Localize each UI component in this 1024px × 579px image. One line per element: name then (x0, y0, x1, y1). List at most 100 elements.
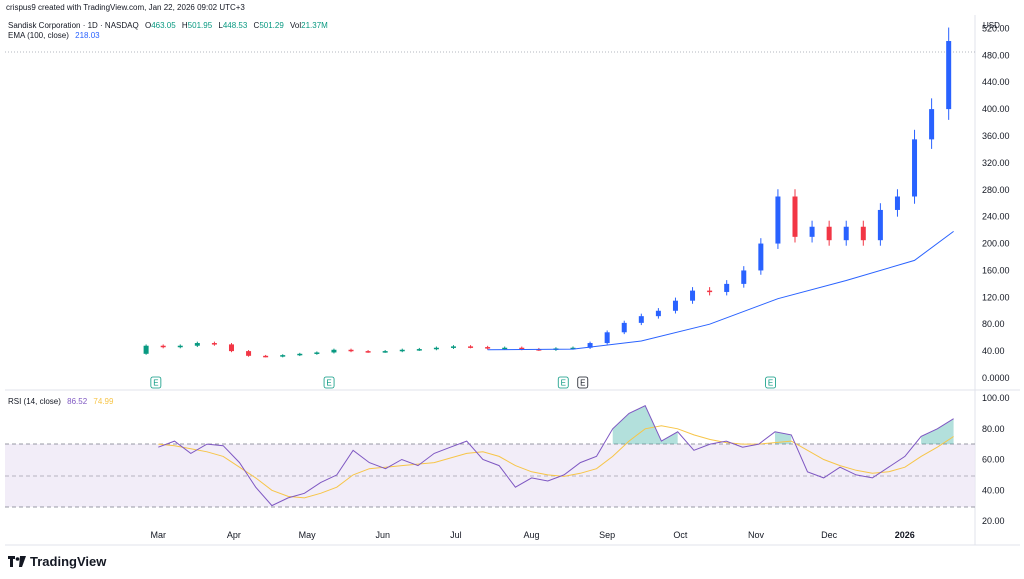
earnings-marker-label: E (580, 379, 585, 388)
candle-body (297, 353, 303, 356)
time-axis[interactable]: Mar Apr May Jun Jul Aug Sep Oct Nov Dec 2026 (151, 530, 915, 540)
candle-body (416, 349, 422, 351)
rsi-tick-label: 60.00 (982, 455, 1005, 465)
candle-body (194, 343, 200, 346)
candle-body (348, 349, 354, 352)
price-tick-label: 480.00 (982, 50, 1010, 60)
earnings-marker-label: E (326, 379, 331, 388)
time-tick-label: Dec (821, 530, 838, 540)
open-value: 463.05 (151, 21, 176, 30)
candle-body (502, 347, 508, 350)
candle-body (912, 139, 918, 197)
tradingview-logo-icon (8, 555, 26, 567)
rsi-ma-value: 74.99 (93, 397, 114, 406)
time-tick-label: Mar (151, 530, 167, 540)
ema-label: EMA (100, close) (8, 31, 69, 40)
candle-body (672, 300, 678, 311)
earnings-marker[interactable]: E (150, 376, 162, 389)
candle-body (160, 345, 166, 348)
candle-body (485, 347, 491, 349)
candle-body (177, 345, 183, 348)
symbol-legend[interactable]: Sandisk Corporation · 1D · NASDAQ O463.0… (8, 21, 328, 30)
price-tick-label: 160.00 (982, 265, 1010, 275)
earnings-marker[interactable]: E (557, 376, 569, 389)
rsi-axis[interactable]: 20.00 40.00 60.00 80.00 100.00 (982, 393, 1010, 526)
time-tick-label: May (299, 530, 317, 540)
candle-body (331, 349, 337, 353)
candle-body (263, 355, 269, 358)
candle-body (621, 322, 627, 333)
volume-value: 21.37M (301, 21, 328, 30)
low-value: 448.53 (222, 21, 248, 30)
earnings-marker[interactable]: E (577, 376, 589, 389)
candle-body (877, 209, 883, 241)
candle-body (399, 349, 405, 352)
currency-label: USD (983, 21, 1000, 30)
candle-body (587, 343, 593, 348)
candle-body (809, 226, 815, 237)
candle-body (433, 347, 439, 350)
candle-body (382, 351, 388, 353)
open-label: O (144, 21, 152, 30)
high-label: H (181, 21, 188, 30)
price-tick-label: 320.00 (982, 158, 1010, 168)
candle-body (741, 270, 747, 284)
rsi-tick-label: 80.00 (982, 424, 1005, 434)
candle-body (468, 346, 474, 348)
rsi-overbought-fill (612, 405, 954, 445)
price-tick-label: 240.00 (982, 212, 1010, 222)
candle-body (519, 347, 525, 350)
candle-body (775, 196, 781, 244)
rsi-value: 86.52 (67, 397, 88, 406)
price-tick-label: 80.00 (982, 319, 1005, 329)
candle-body (758, 243, 764, 271)
ema-legend[interactable]: EMA (100, close) 218.03 (8, 31, 100, 40)
candle-body (143, 345, 149, 354)
high-value: 501.95 (187, 21, 213, 30)
time-tick-label: Nov (748, 530, 765, 540)
earnings-marker[interactable]: E (765, 376, 777, 389)
candle-body (228, 344, 234, 352)
ema-line (487, 230, 954, 351)
rsi-line (158, 405, 954, 507)
earnings-marker[interactable]: E (323, 376, 335, 389)
candle-body (826, 226, 832, 241)
candle-body (314, 352, 320, 354)
brand-name: TradingView (30, 554, 107, 569)
volume-label: Vol (290, 21, 302, 30)
time-tick-label: Aug (524, 530, 540, 540)
low-label: L (218, 21, 223, 30)
rsi-tick-label: 20.00 (982, 516, 1005, 526)
candle-body (860, 226, 866, 241)
candle-body (604, 332, 610, 344)
price-tick-label: 360.00 (982, 131, 1010, 141)
rsi-overbought-area (612, 405, 678, 445)
price-tick-label: 200.00 (982, 239, 1010, 249)
price-tick-label: 440.00 (982, 77, 1010, 87)
candle-body (690, 290, 696, 301)
rsi-legend[interactable]: RSI (14, close) 86.52 74.99 (8, 397, 113, 406)
ema-value: 218.03 (75, 31, 100, 40)
candle-body (280, 355, 286, 357)
close-value: 501.29 (259, 21, 284, 30)
price-tick-label: 0.0000 (982, 373, 1010, 383)
price-tick-label: 520.00 (982, 23, 1010, 33)
candles-series (143, 27, 952, 358)
rsi-overbought-area (921, 418, 954, 445)
rsi-tick-label: 100.00 (982, 393, 1010, 403)
time-tick-label: Jul (450, 530, 462, 540)
close-label: C (253, 21, 260, 30)
tradingview-logo[interactable]: TradingView (8, 554, 106, 569)
time-tick-label: 2026 (895, 530, 915, 540)
candle-body (570, 347, 576, 350)
candle-body (450, 346, 456, 348)
time-tick-label: Oct (673, 530, 688, 540)
candle-body (707, 290, 713, 293)
price-tick-label: 400.00 (982, 104, 1010, 114)
candle-body (946, 41, 952, 110)
candle-body (894, 196, 900, 210)
candle-body (843, 226, 849, 241)
price-axis[interactable]: 0.0000 40.00 80.00 120.00 160.00 200.00 240.00… (982, 23, 1010, 383)
